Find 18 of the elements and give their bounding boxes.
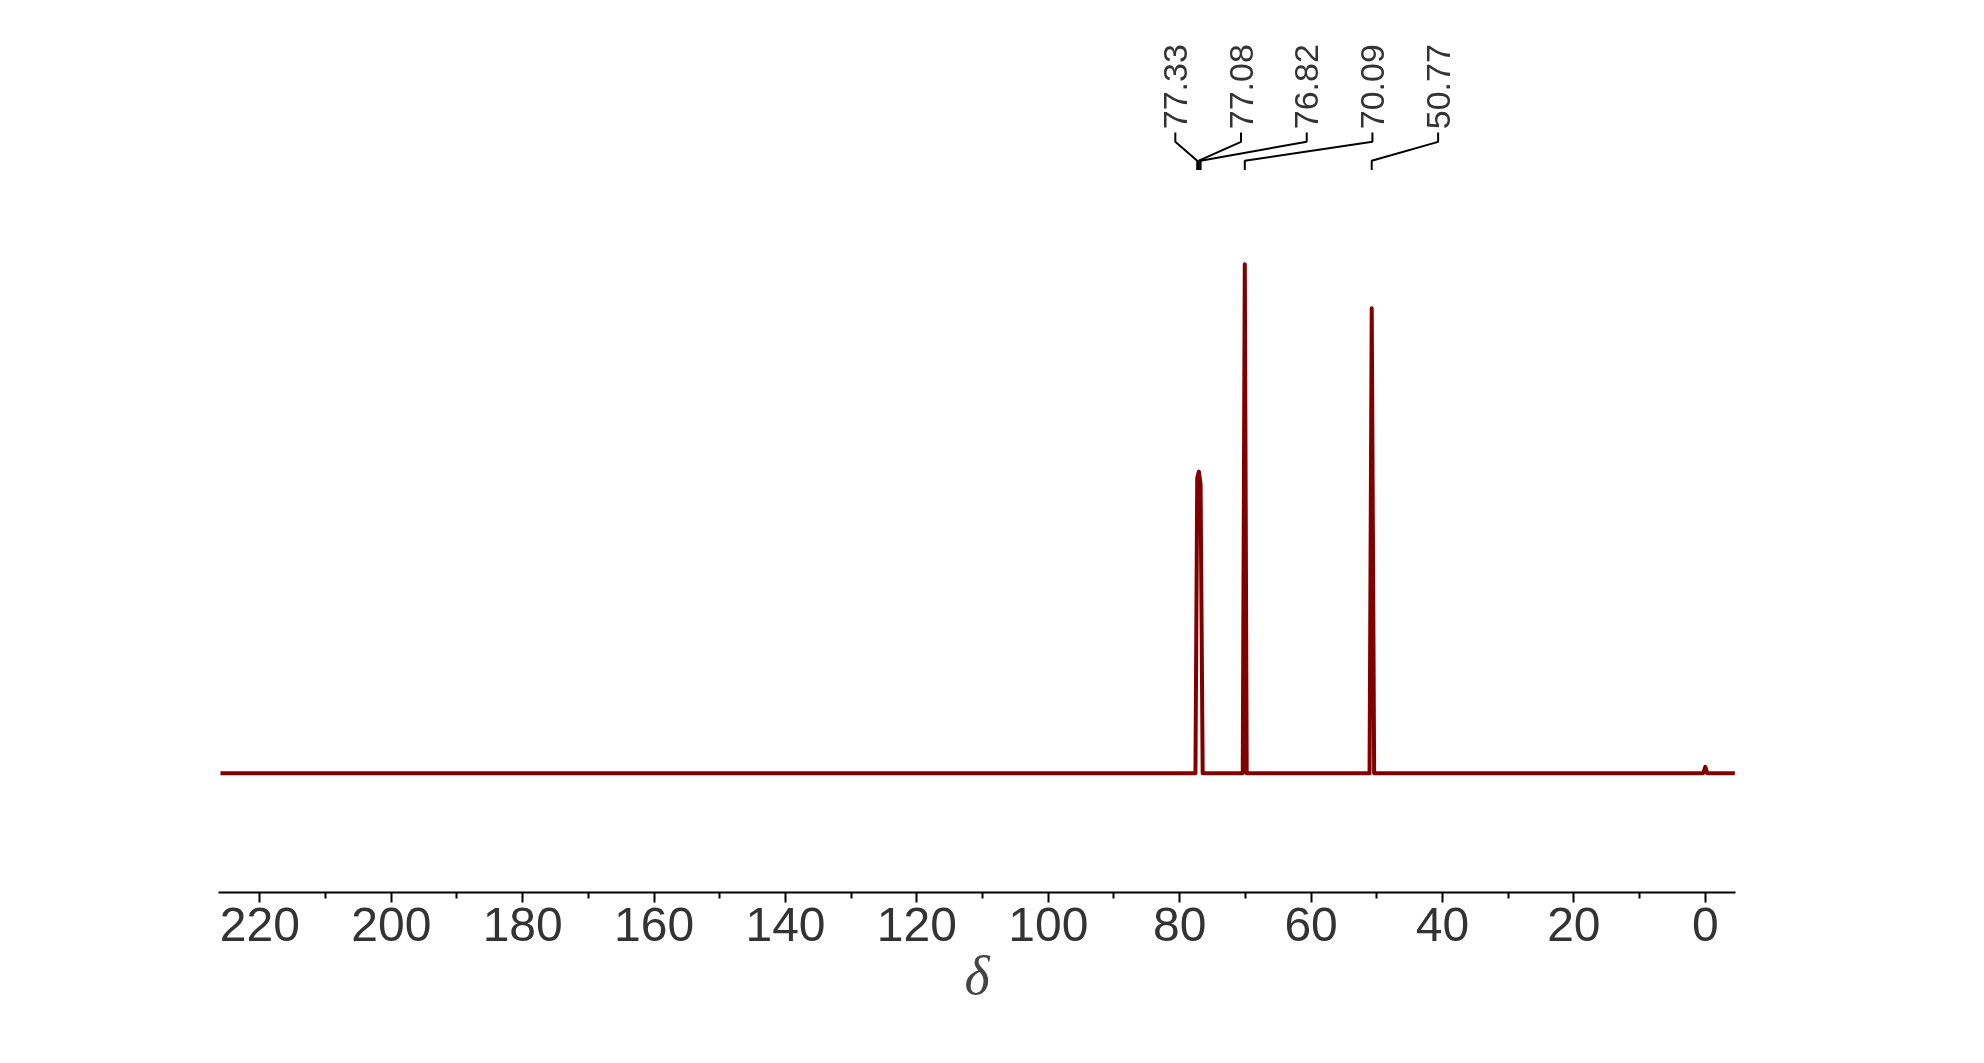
annotation: 77.08: [1221, 44, 1260, 130]
annotation: 76.82: [1287, 44, 1326, 130]
annotation: 50.77: [1418, 44, 1457, 130]
x-tick-label: 100: [1008, 897, 1089, 951]
x-tick-label: 160: [614, 897, 695, 951]
x-tick-label: 180: [482, 897, 563, 951]
x-tick-label: 120: [876, 897, 957, 951]
x-tick-label: 0: [1691, 897, 1719, 951]
x-tick-label: 220: [219, 897, 300, 951]
x-tick-label: 40: [1415, 897, 1470, 951]
x-tick-label: 20: [1547, 897, 1601, 951]
x-tick-label: 60: [1284, 897, 1338, 951]
annotation: 70.09: [1352, 44, 1391, 130]
x-tick-label: 80: [1152, 897, 1207, 951]
x-axis-title: δ: [964, 945, 991, 1006]
x-tick-label: 200: [351, 897, 432, 951]
annotation: 77.33: [1155, 44, 1194, 130]
x-tick-label: 140: [745, 897, 826, 951]
